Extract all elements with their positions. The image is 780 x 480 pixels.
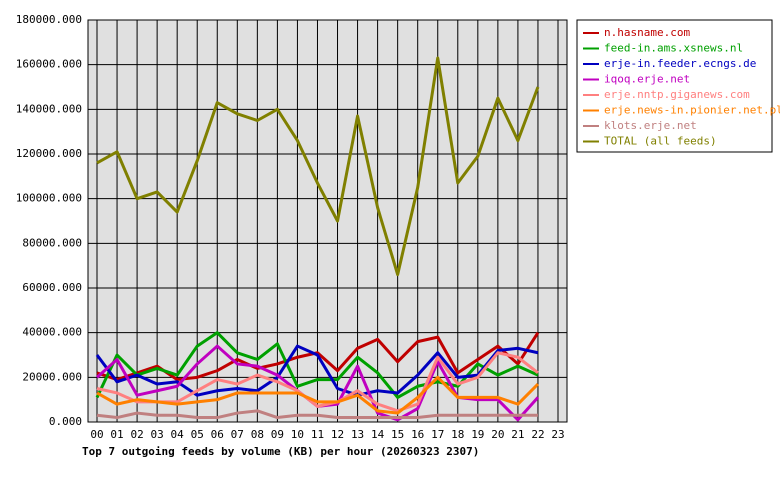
x-tick-label: 17 bbox=[431, 428, 444, 441]
legend-label: feed-in.ams.xsnews.nl bbox=[604, 42, 743, 55]
x-tick-label: 04 bbox=[171, 428, 185, 441]
series-line bbox=[96, 375, 540, 415]
x-tick-label: 07 bbox=[231, 428, 244, 441]
legend-label: erje.nntp.giganews.com bbox=[604, 88, 750, 101]
x-tick-label: 09 bbox=[271, 428, 284, 441]
y-tick-label: 60000.000 bbox=[22, 281, 82, 294]
x-tick-label: 01 bbox=[110, 428, 123, 441]
x-tick-label: 15 bbox=[391, 428, 404, 441]
series-line bbox=[96, 331, 540, 382]
y-tick-label: 0.000 bbox=[49, 415, 82, 428]
x-tick-label: 19 bbox=[471, 428, 484, 441]
x-tick-label: 13 bbox=[351, 428, 364, 441]
x-tick-label: 22 bbox=[531, 428, 544, 441]
x-tick-label: 06 bbox=[211, 428, 224, 441]
x-tick-label: 14 bbox=[371, 428, 385, 441]
x-tick-label: 05 bbox=[191, 428, 204, 441]
x-tick-label: 23 bbox=[551, 428, 564, 441]
x-tick-label: 02 bbox=[130, 428, 143, 441]
x-tick-label: 10 bbox=[291, 428, 304, 441]
series-line bbox=[95, 331, 539, 399]
y-tick-label: 180000.000 bbox=[16, 13, 82, 26]
legend-label: n.hasname.com bbox=[604, 26, 690, 39]
legend-box bbox=[576, 19, 773, 153]
x-tick-label: 00 bbox=[90, 428, 103, 441]
x-tick-label: 18 bbox=[451, 428, 464, 441]
x-tick-label: 08 bbox=[251, 428, 264, 441]
y-tick-label: 40000.000 bbox=[22, 326, 82, 339]
series-line bbox=[95, 344, 539, 397]
y-tick-label: 100000.000 bbox=[16, 192, 82, 205]
y-tick-label: 120000.000 bbox=[16, 147, 82, 160]
x-tick-label: 12 bbox=[331, 428, 344, 441]
y-tick-label: 160000.000 bbox=[16, 58, 82, 71]
x-tick-label: 16 bbox=[411, 428, 424, 441]
series-line bbox=[96, 409, 538, 420]
x-tick-label: 03 bbox=[151, 428, 164, 441]
chart-title: Top 7 outgoing feeds by volume (KB) per … bbox=[82, 445, 479, 458]
legend-label: iqoq.erje.net bbox=[604, 73, 690, 86]
legend-label: erje-in.feeder.ecngs.de bbox=[604, 57, 756, 70]
plot-frame bbox=[87, 19, 568, 423]
y-tick-label: 80000.000 bbox=[22, 236, 82, 249]
y-tick-label: 20000.000 bbox=[22, 370, 82, 383]
x-tick-label: 11 bbox=[311, 428, 324, 441]
y-tick-label: 140000.000 bbox=[16, 102, 82, 115]
series-line bbox=[96, 56, 540, 277]
legend-label: TOTAL (all feeds) bbox=[604, 135, 717, 148]
legend-label: klots.erje.net bbox=[604, 119, 697, 132]
x-tick-label: 21 bbox=[511, 428, 524, 441]
legend-label: erje.news-in.pionier.net.pl bbox=[604, 104, 780, 117]
x-tick-label: 20 bbox=[491, 428, 504, 441]
